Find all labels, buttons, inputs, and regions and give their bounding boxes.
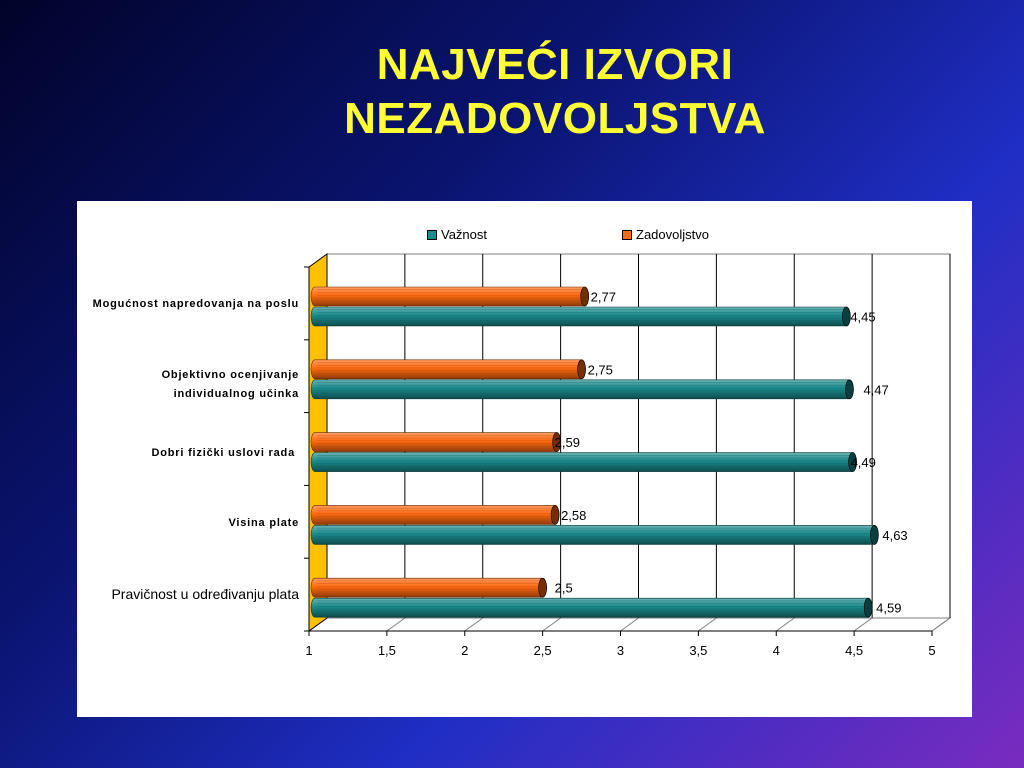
bar-end-cap: [870, 525, 879, 545]
x-tick-label: 4: [773, 643, 780, 658]
x-tick-label: 3,5: [689, 643, 707, 658]
floor-gridline: [620, 617, 639, 632]
bar-end-cap: [538, 577, 547, 598]
data-label-vaznost: 4,49: [851, 455, 876, 470]
data-label-vaznost: 4,45: [850, 310, 875, 325]
data-label-vaznost: 4,59: [876, 601, 901, 616]
bar-chart: 1 1,5 2 2,5 3 3,5 4 4,5 5 2,77 4,45 2,75 4,47 2,59 4,4…: [304, 253, 952, 658]
bar-end-cap: [550, 505, 560, 525]
data-label-vaznost: 4,47: [863, 382, 888, 397]
floor-gridline: [853, 617, 873, 632]
category-label-0: Mogućnost napredovanja na poslu: [92, 298, 299, 310]
x-tick-label: 2,5: [534, 643, 552, 658]
category-label-4: Pravičnost u određivanju plata: [111, 586, 299, 602]
title-line-1: NAJVEĆI IZVORI: [376, 40, 734, 89]
x-tick-label: 1: [305, 643, 312, 658]
x-tick-label: 3: [617, 643, 624, 658]
bar-end-cap: [863, 597, 873, 618]
category-label-2: Dobri fizički uslovi rada: [151, 447, 295, 459]
category-row-2: Dobri fizički uslovi rada: [87, 444, 295, 464]
bar-end-cap: [552, 432, 561, 452]
bar-end-cap: [580, 286, 589, 307]
legend-label-zadovoljstvo: Zadovoljstvo: [636, 227, 709, 242]
legend-swatch-vaznost: [427, 229, 437, 240]
floor-gridline: [542, 617, 561, 632]
x-tick-label: 2: [461, 643, 468, 658]
floor-gridline: [775, 617, 795, 632]
floor-gridline: [386, 617, 406, 632]
x-tick-label: 5: [928, 643, 935, 658]
x-tick-label: 1,5: [378, 643, 396, 658]
x-tick-label: 4,5: [845, 643, 863, 658]
bar-end-cap: [845, 379, 854, 400]
floor-gridline: [931, 617, 951, 632]
bar-end-cap: [848, 452, 857, 472]
legend-item-vaznost: Važnost: [427, 227, 487, 242]
legend-item-zadovoljstvo: Zadovoljstvo: [622, 227, 709, 242]
data-label-zadovoljstvo: 2,75: [588, 362, 613, 377]
floor-gridline: [464, 617, 484, 632]
slide-title: NAJVEĆI IZVORI NEZADOVOLJSTVA: [250, 38, 860, 146]
data-label-zadovoljstvo: 2,58: [561, 508, 586, 523]
category-row-4: Pravičnost u određivanju plata: [87, 585, 299, 605]
data-label-vaznost: 4,63: [882, 528, 907, 543]
title-line-2: NEZADOVOLJSTVA: [344, 94, 766, 143]
data-label-zadovoljstvo: 2,5: [555, 581, 573, 596]
data-label-zadovoljstvo: 2,77: [591, 290, 616, 305]
category-row-1: Objektivno ocenjivanje individualnog uči…: [87, 364, 299, 404]
legend-label-vaznost: Važnost: [441, 227, 488, 242]
data-label-zadovoljstvo: 2,59: [555, 435, 580, 450]
floor-gridline: [698, 617, 717, 632]
category-label-3: Visina plate: [228, 517, 299, 529]
chart-panel: Važnost Zadovoljstvo Mogućnost napredova…: [77, 201, 972, 717]
category-row-3: Visina plate: [87, 514, 299, 534]
legend-swatch-zadovoljstvo: [622, 229, 632, 240]
category-label-1: Objektivno ocenjivanje individualnog uči…: [161, 369, 299, 400]
bar-end-cap: [842, 306, 851, 327]
category-row-0: Mogućnost napredovanja na poslu: [87, 293, 299, 333]
bar-end-cap: [577, 359, 586, 380]
